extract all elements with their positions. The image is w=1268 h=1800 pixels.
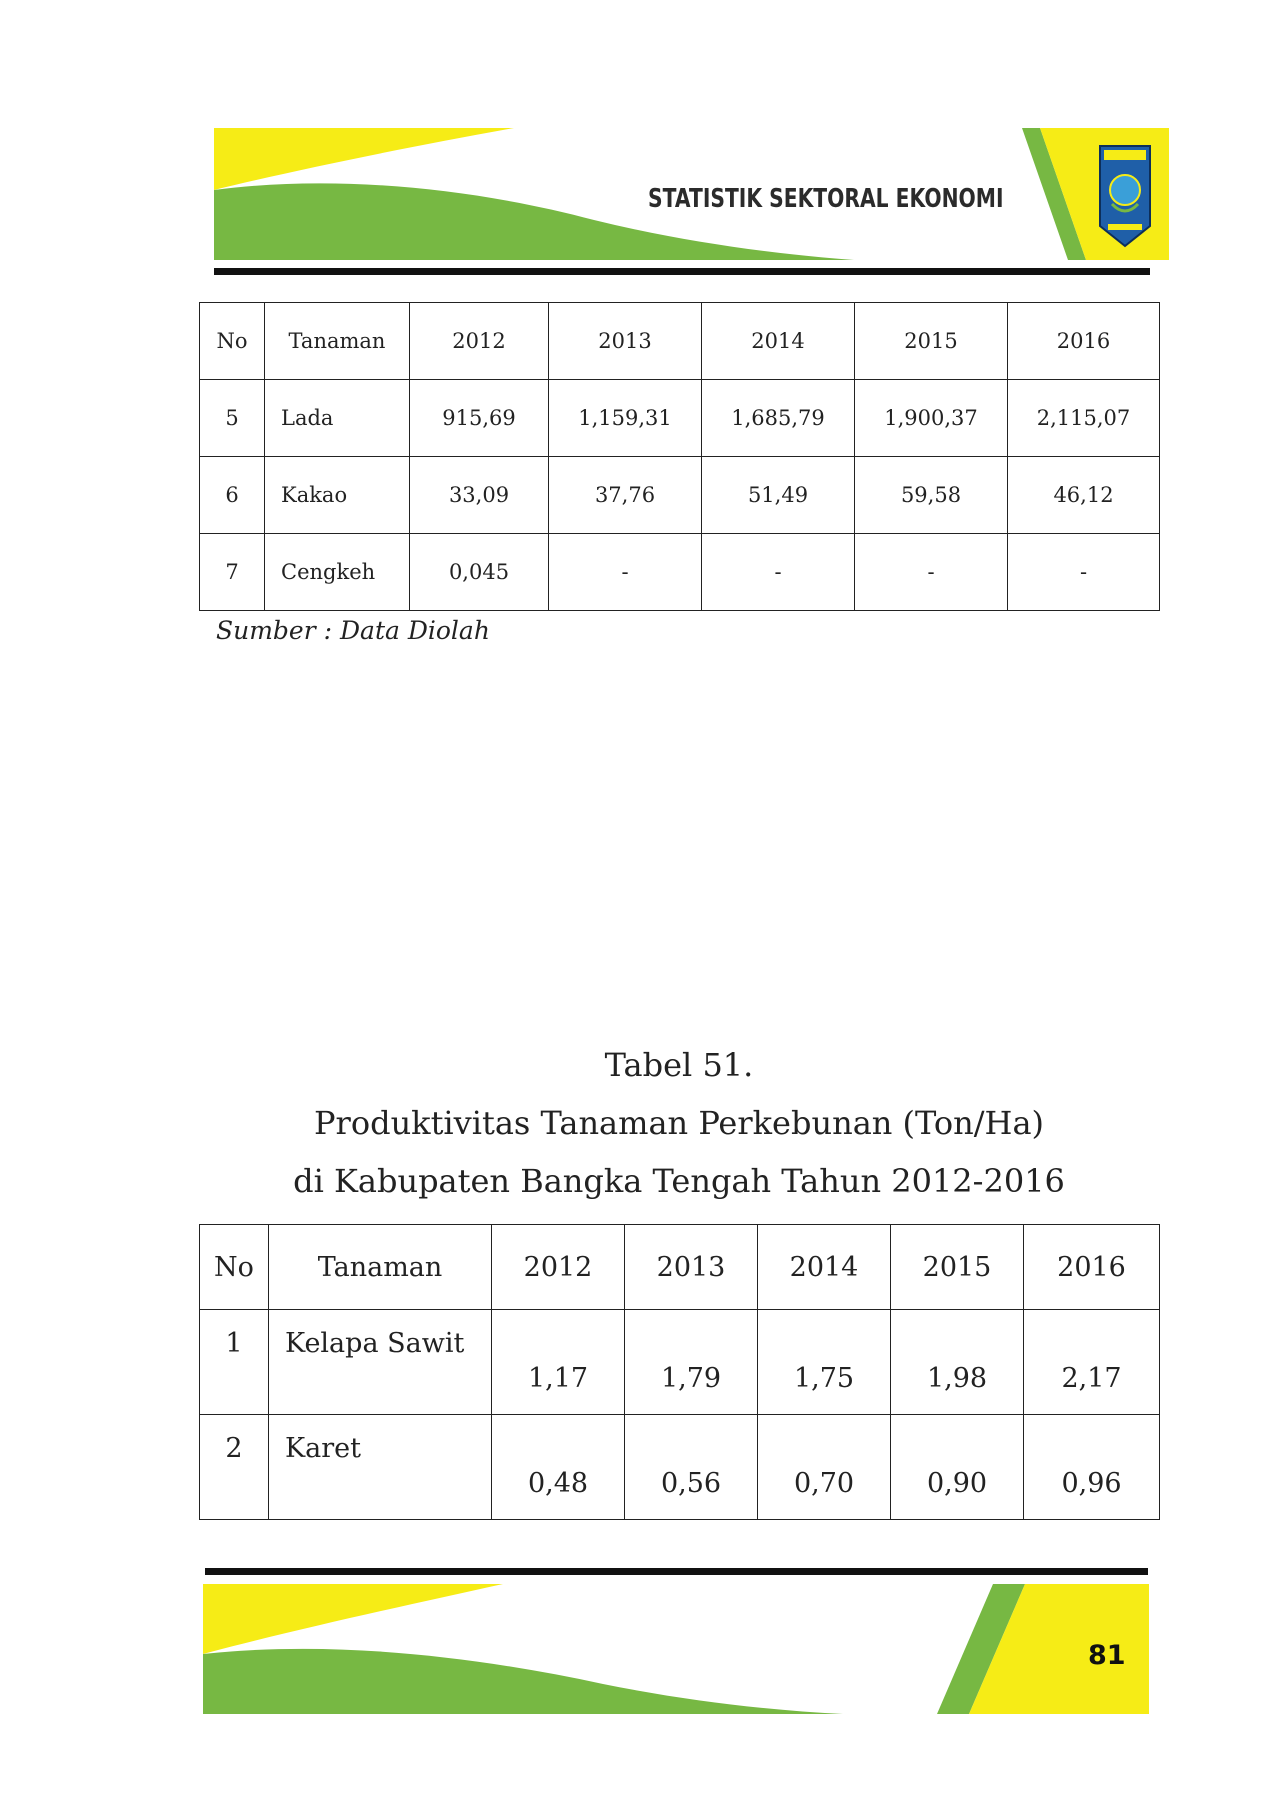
header-cell: 2014 <box>701 302 855 380</box>
header-cell: 2014 <box>757 1224 891 1310</box>
header-cell: 2015 <box>854 302 1008 380</box>
value-cell: 0,045 <box>409 533 549 611</box>
table-row: 6 Kakao 33,09 37,76 51,49 59,58 46,12 <box>199 456 1160 534</box>
header-cell: 2015 <box>890 1224 1024 1310</box>
header-cell: 2013 <box>548 302 702 380</box>
value-cell: 1,17 <box>491 1309 625 1415</box>
production-table-continued: No Tanaman 2012 2013 2014 2015 2016 5 La… <box>199 302 1160 611</box>
value-cell: - <box>548 533 702 611</box>
value-cell: 0,56 <box>624 1414 758 1520</box>
footer-banner <box>203 1584 1149 1714</box>
page-number: 81 <box>1088 1640 1126 1671</box>
header-cell: Tanaman <box>264 302 410 380</box>
value-cell: 1,900,37 <box>854 379 1008 457</box>
header-cell: No <box>199 1224 269 1310</box>
table-row: 2 Karet 0,48 0,56 0,70 0,90 0,96 <box>199 1414 1160 1520</box>
value-cell: 1,75 <box>757 1309 891 1415</box>
row-number: 2 <box>199 1414 269 1520</box>
source-note: Sumber : Data Diolah <box>216 616 490 645</box>
value-cell: 1,159,31 <box>548 379 702 457</box>
value-cell: 1,98 <box>890 1309 1024 1415</box>
table-row: 7 Cengkeh 0,045 - - - - <box>199 533 1160 611</box>
table-row: 5 Lada 915,69 1,159,31 1,685,79 1,900,37… <box>199 379 1160 457</box>
crop-name: Karet <box>268 1414 492 1520</box>
value-cell: 33,09 <box>409 456 549 534</box>
crop-name: Kakao <box>264 456 410 534</box>
value-cell: 37,76 <box>548 456 702 534</box>
value-cell: 2,115,07 <box>1007 379 1160 457</box>
value-cell: 2,17 <box>1023 1309 1160 1415</box>
header-cell: 2013 <box>624 1224 758 1310</box>
value-cell: 0,96 <box>1023 1414 1160 1520</box>
header-cell: No <box>199 302 265 380</box>
header-cell: 2012 <box>409 302 549 380</box>
value-cell: 0,90 <box>890 1414 1024 1520</box>
header-cell: 2016 <box>1023 1224 1160 1310</box>
table-header-row: No Tanaman 2012 2013 2014 2015 2016 <box>199 302 1160 380</box>
header-title: STATISTIK SEKTORAL EKONOMI <box>648 184 1004 214</box>
header-cell: Tanaman <box>268 1224 492 1310</box>
crop-name: Kelapa Sawit <box>268 1309 492 1415</box>
table-header-row: No Tanaman 2012 2013 2014 2015 2016 <box>199 1224 1160 1310</box>
table-caption-number: Tabel 51. <box>604 1046 754 1084</box>
productivity-table: No Tanaman 2012 2013 2014 2015 2016 1 Ke… <box>199 1224 1160 1520</box>
crop-name: Cengkeh <box>264 533 410 611</box>
row-number: 5 <box>199 379 265 457</box>
value-cell: - <box>701 533 855 611</box>
crop-name: Lada <box>264 379 410 457</box>
value-cell: - <box>1007 533 1160 611</box>
header-rule <box>214 268 1150 275</box>
value-cell: 1,685,79 <box>701 379 855 457</box>
value-cell: - <box>854 533 1008 611</box>
value-cell: 0,70 <box>757 1414 891 1520</box>
value-cell: 915,69 <box>409 379 549 457</box>
value-cell: 1,79 <box>624 1309 758 1415</box>
footer-rule <box>205 1568 1148 1575</box>
row-number: 7 <box>199 533 265 611</box>
value-cell: 51,49 <box>701 456 855 534</box>
header-cell: 2016 <box>1007 302 1160 380</box>
regency-emblem-icon <box>1098 144 1152 248</box>
row-number: 6 <box>199 456 265 534</box>
table-caption-title: Produktivitas Tanaman Perkebunan (Ton/Ha… <box>313 1104 1045 1142</box>
table-caption-subtitle: di Kabupaten Bangka Tengah Tahun 2012-20… <box>293 1162 1065 1200</box>
value-cell: 46,12 <box>1007 456 1160 534</box>
value-cell: 0,48 <box>491 1414 625 1520</box>
table-row: 1 Kelapa Sawit 1,17 1,79 1,75 1,98 2,17 <box>199 1309 1160 1415</box>
value-cell: 59,58 <box>854 456 1008 534</box>
row-number: 1 <box>199 1309 269 1415</box>
header-cell: 2012 <box>491 1224 625 1310</box>
